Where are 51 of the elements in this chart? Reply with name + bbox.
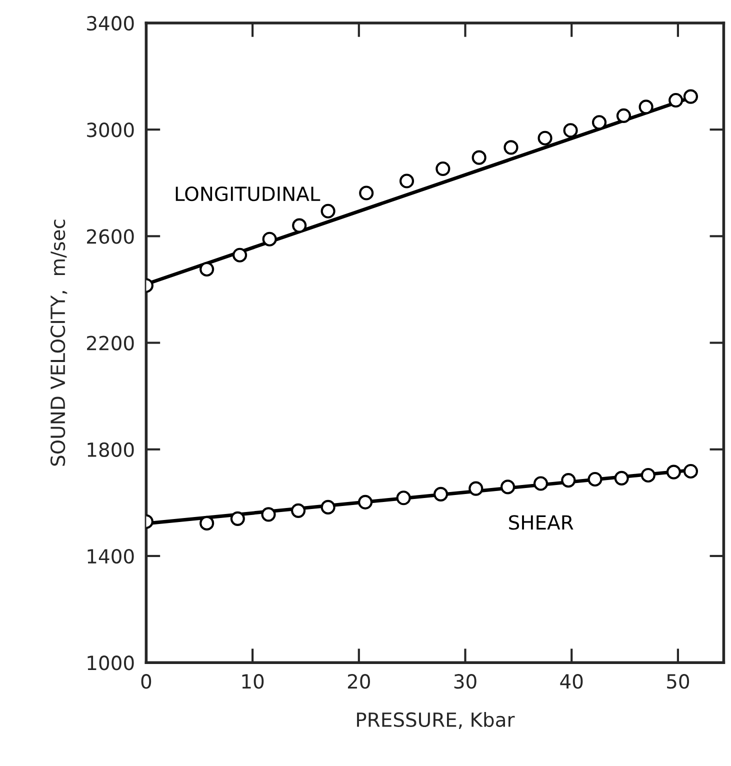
point [640, 468, 656, 483]
point [320, 204, 336, 218]
point [500, 480, 516, 494]
x-tick-label: 20 [348, 674, 370, 689]
point [538, 130, 552, 146]
point [396, 490, 411, 506]
point [434, 486, 448, 502]
y-tick-label: 2200 [87, 336, 134, 350]
point [200, 516, 214, 531]
y-tick-label: 1800 [88, 442, 134, 458]
y-tick-label: 2600 [87, 229, 134, 244]
point [683, 89, 698, 104]
point [436, 161, 450, 176]
point [200, 262, 214, 277]
point [592, 115, 607, 130]
point [230, 511, 245, 526]
point [561, 473, 576, 488]
point [359, 186, 374, 200]
point [616, 108, 632, 124]
point [614, 470, 629, 486]
x-tick-label: 10 [242, 674, 264, 689]
x-tick-label: 30 [454, 674, 476, 689]
x-tick-label: 0 [141, 674, 152, 689]
y-tick-label: 1000 [88, 656, 134, 670]
point [668, 92, 684, 108]
point [638, 100, 654, 114]
point [468, 481, 484, 496]
point [666, 464, 681, 480]
y-axis-title: SOUND VELOCITY, m/sec [50, 220, 68, 466]
point [292, 218, 307, 233]
series-label: SHEAR [509, 515, 574, 530]
point [320, 500, 336, 515]
point [290, 503, 306, 518]
point [262, 232, 277, 246]
point [261, 507, 276, 522]
point [533, 476, 548, 491]
point [683, 464, 698, 479]
y-tick-label: 3400 [87, 16, 134, 31]
x-axis-title: PRESSURE, Kbar [357, 712, 515, 729]
point [588, 472, 602, 487]
point [232, 248, 248, 262]
y-tick-label: 1400 [88, 548, 134, 564]
point [563, 123, 578, 138]
x-tick-label: 50 [667, 674, 690, 689]
y-tick-label: 3000 [87, 122, 134, 138]
series-label: LONGITUDINAL [176, 186, 320, 202]
x-tick-label: 40 [560, 674, 583, 689]
point [358, 494, 373, 510]
point [399, 174, 414, 188]
point [504, 140, 518, 155]
point [472, 150, 486, 165]
